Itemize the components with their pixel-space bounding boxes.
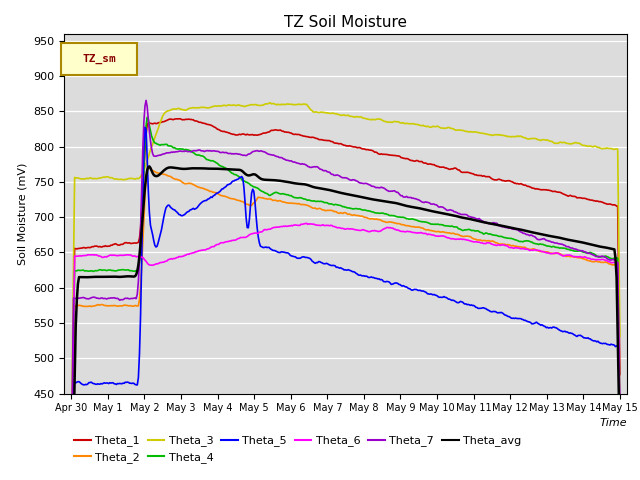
Theta_6 bbox=[604, 258, 612, 264]
Theta_7 bbox=[616, 440, 624, 446]
Theta_3 bbox=[616, 334, 624, 339]
Theta_3 bbox=[518, 134, 526, 140]
Text: TZ_sm: TZ_sm bbox=[83, 54, 116, 64]
Theta_3 bbox=[266, 100, 274, 106]
Theta_3 bbox=[67, 442, 75, 447]
Theta_7 bbox=[67, 460, 75, 466]
Theta_6 bbox=[616, 410, 624, 416]
Theta_2 bbox=[329, 208, 337, 214]
Theta_6 bbox=[518, 246, 526, 252]
Theta_4 bbox=[365, 208, 373, 214]
Theta_6 bbox=[329, 224, 337, 229]
Theta_4 bbox=[329, 202, 337, 207]
Theta_4 bbox=[395, 214, 403, 220]
Theta_7 bbox=[329, 171, 337, 177]
Theta_5 bbox=[141, 124, 149, 130]
Theta_7 bbox=[365, 182, 373, 188]
Theta_3 bbox=[395, 119, 403, 125]
Theta_1 bbox=[616, 372, 624, 377]
Theta_1 bbox=[176, 116, 184, 122]
Theta_6 bbox=[365, 229, 373, 235]
Theta_2 bbox=[604, 260, 612, 266]
Theta_5 bbox=[329, 263, 337, 268]
Theta_7 bbox=[518, 229, 526, 235]
Theta_4 bbox=[604, 254, 612, 260]
Theta_6 bbox=[332, 224, 340, 230]
Theta_5 bbox=[332, 264, 340, 270]
Theta_avg bbox=[395, 201, 403, 207]
FancyBboxPatch shape bbox=[61, 43, 137, 75]
Theta_4 bbox=[332, 202, 340, 207]
Theta_3 bbox=[329, 110, 337, 116]
Theta_3 bbox=[332, 111, 340, 117]
Theta_7 bbox=[142, 97, 150, 103]
Theta_avg bbox=[604, 245, 612, 251]
Theta_1 bbox=[329, 139, 337, 145]
Line: Theta_5: Theta_5 bbox=[71, 127, 620, 480]
Theta_1 bbox=[365, 147, 373, 153]
Line: Theta_4: Theta_4 bbox=[71, 118, 620, 480]
Line: Theta_1: Theta_1 bbox=[71, 119, 620, 480]
Line: Theta_2: Theta_2 bbox=[71, 167, 620, 480]
Text: Time: Time bbox=[600, 418, 627, 428]
Theta_2 bbox=[395, 221, 403, 227]
Theta_2 bbox=[145, 164, 152, 169]
Theta_1 bbox=[67, 477, 75, 480]
Theta_2 bbox=[518, 244, 526, 250]
Theta_avg bbox=[332, 189, 340, 194]
Theta_7 bbox=[332, 172, 340, 178]
Theta_3 bbox=[604, 145, 612, 151]
Theta_avg bbox=[616, 448, 624, 454]
Theta_avg bbox=[518, 227, 526, 233]
Theta_2 bbox=[616, 412, 624, 418]
Theta_2 bbox=[332, 209, 340, 215]
Theta_7 bbox=[604, 256, 612, 262]
Theta_2 bbox=[365, 216, 373, 221]
Line: Theta_6: Theta_6 bbox=[71, 223, 620, 480]
Theta_5 bbox=[616, 434, 624, 440]
Theta_7 bbox=[395, 191, 403, 196]
Theta_5 bbox=[395, 282, 403, 288]
Theta_6 bbox=[303, 220, 310, 226]
Theta_5 bbox=[604, 342, 612, 348]
Theta_1 bbox=[395, 153, 403, 159]
Legend: Theta_1, Theta_2, Theta_3, Theta_4, Theta_5, Theta_6, Theta_7, Theta_avg: Theta_1, Theta_2, Theta_3, Theta_4, Thet… bbox=[70, 431, 525, 467]
Theta_1 bbox=[518, 181, 526, 187]
Theta_avg bbox=[365, 196, 373, 202]
Theta_6 bbox=[395, 228, 403, 233]
Theta_1 bbox=[332, 140, 340, 146]
Theta_4 bbox=[143, 115, 151, 120]
Theta_5 bbox=[518, 316, 526, 322]
Title: TZ Soil Moisture: TZ Soil Moisture bbox=[284, 15, 407, 30]
Theta_4 bbox=[616, 407, 624, 412]
Theta_4 bbox=[518, 239, 526, 244]
Theta_3 bbox=[365, 117, 373, 122]
Line: Theta_7: Theta_7 bbox=[71, 100, 620, 463]
Line: Theta_3: Theta_3 bbox=[71, 103, 620, 444]
Line: Theta_avg: Theta_avg bbox=[71, 167, 620, 480]
Theta_avg bbox=[145, 164, 153, 169]
Y-axis label: Soil Moisture (mV): Soil Moisture (mV) bbox=[17, 162, 28, 265]
Theta_5 bbox=[365, 275, 373, 280]
Theta_avg bbox=[329, 188, 337, 194]
Theta_1 bbox=[604, 201, 612, 207]
